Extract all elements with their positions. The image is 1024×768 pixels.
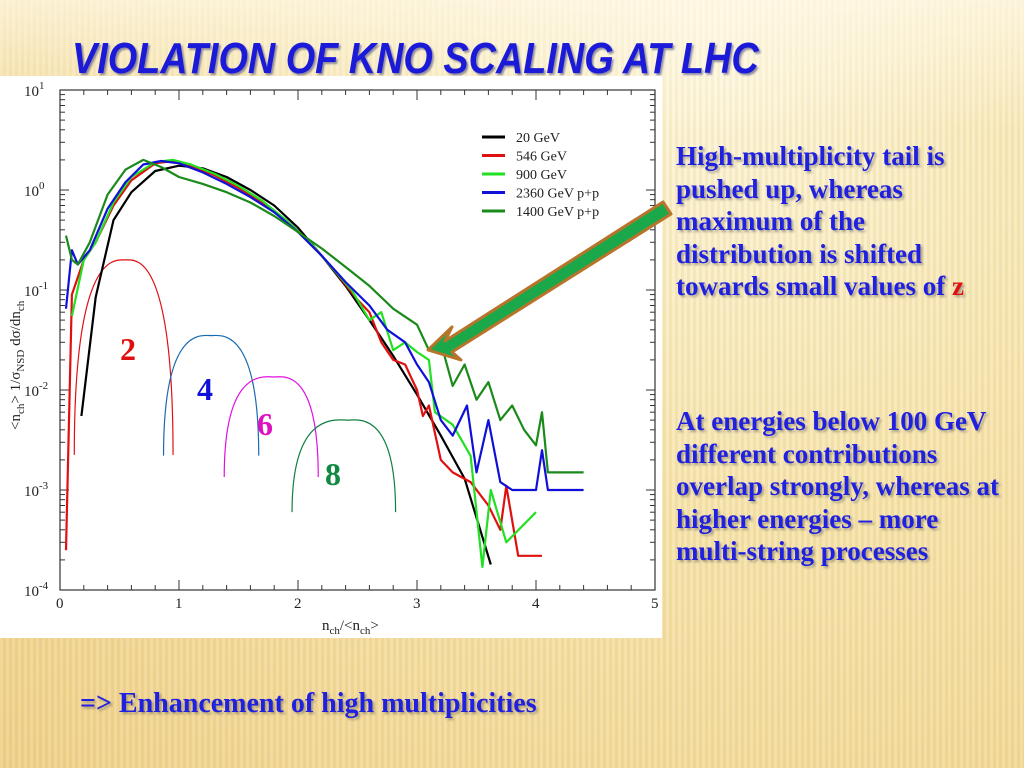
legend-label-2: 900 GeV xyxy=(516,168,567,183)
x-tick-label: 1 xyxy=(175,596,183,612)
x-tick-label: 3 xyxy=(413,596,421,612)
string-contribution-arcs: 2 4 6 8 xyxy=(73,259,397,513)
x-tick-label: 2 xyxy=(294,596,302,612)
series-line-4 xyxy=(64,158,584,474)
legend-label-3: 2360 GeV p+p xyxy=(516,187,599,202)
z-variable: z xyxy=(952,271,964,301)
paragraph-tail: High-multiplicity tail is pushed up, whe… xyxy=(676,140,1006,303)
y-tick-label: 10-2 xyxy=(24,380,48,400)
green-arrow-icon xyxy=(426,200,673,362)
y-tick-label: 100 xyxy=(24,180,45,200)
y-tick-label: 10-4 xyxy=(24,580,49,600)
legend-label-0: 20 GeV xyxy=(516,131,560,146)
plot-frame xyxy=(59,89,656,591)
paragraph-tail-text: High-multiplicity tail is pushed up, whe… xyxy=(676,141,946,301)
contribution-label-6: 6 xyxy=(257,406,273,442)
axes xyxy=(59,89,656,591)
y-tick-label: 101 xyxy=(24,80,45,100)
slide-title: VIOLATION OF KNO SCALING AT LHC xyxy=(72,34,759,83)
y-tick-label: 10-3 xyxy=(24,480,49,500)
y-tick-labels: 101 100 10-1 10-2 10-3 10-4 xyxy=(24,80,49,600)
contribution-label-8: 8 xyxy=(325,456,341,492)
paragraph-energies: At energies below 100 GeV different cont… xyxy=(676,406,999,566)
y-tick-label: 10-1 xyxy=(24,280,48,300)
contribution-arc-8 xyxy=(291,419,397,513)
x-tick-label: 5 xyxy=(651,596,659,612)
y-axis-label: <nch> 1/σNSD dσ/dnch xyxy=(8,300,27,430)
series-line-3 xyxy=(64,159,584,492)
x-axis-label: nch/<nch> xyxy=(322,618,379,637)
legend-label-4: 1400 GeV p+p xyxy=(516,205,599,220)
x-tick-labels: 0 1 2 3 4 5 xyxy=(56,596,659,612)
x-tick-label: 4 xyxy=(532,596,540,612)
contribution-arc-6 xyxy=(223,376,319,477)
contribution-label-4: 4 xyxy=(197,371,213,407)
contribution-label-2: 2 xyxy=(120,331,136,367)
data-series xyxy=(64,158,584,569)
conclusion-line: => Enhancement of high multiplicities xyxy=(80,688,537,720)
series-line-2 xyxy=(70,158,537,569)
legend: 20 GeV 546 GeV 900 GeV 2360 GeV p+p 1400 GeV… xyxy=(482,131,599,220)
chart-panel xyxy=(0,76,662,638)
implies-arrow: => xyxy=(80,688,112,719)
conclusion-text: Enhancement of high multiplicities xyxy=(118,688,537,719)
contribution-arc-2 xyxy=(73,259,174,455)
x-tick-label: 0 xyxy=(56,596,64,612)
legend-label-1: 546 GeV xyxy=(516,150,567,165)
contribution-arc-4 xyxy=(162,334,260,456)
